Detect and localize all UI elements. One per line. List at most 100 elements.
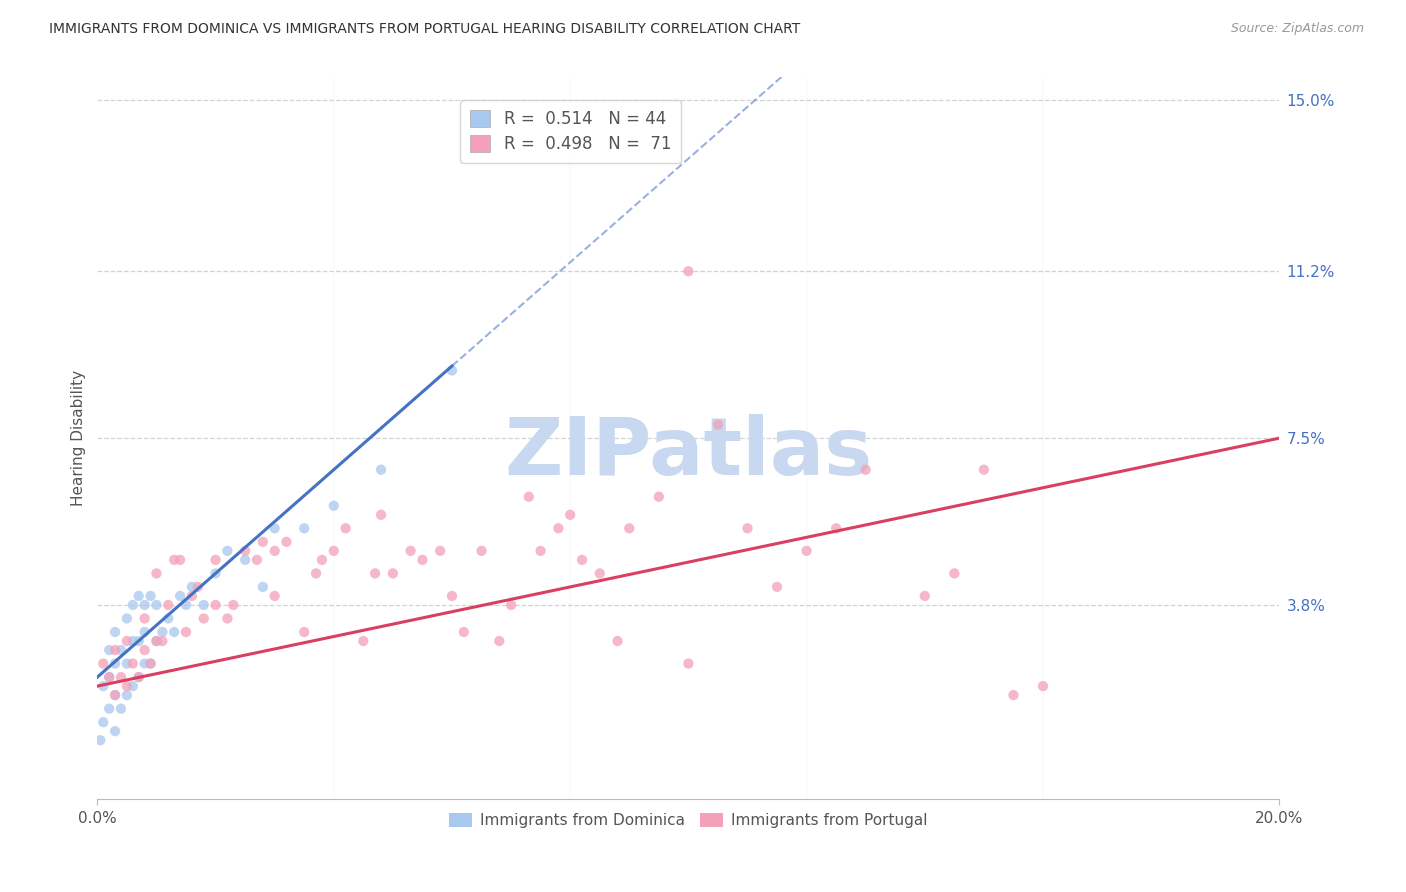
Point xyxy=(440,363,463,377)
Point xyxy=(335,521,357,535)
Point xyxy=(263,544,285,558)
Point xyxy=(217,611,239,625)
Point xyxy=(134,643,156,657)
Point xyxy=(180,580,202,594)
Point xyxy=(128,670,150,684)
Point xyxy=(134,657,156,671)
Point xyxy=(128,670,150,684)
Point xyxy=(517,490,540,504)
Point xyxy=(110,643,132,657)
Point xyxy=(110,701,132,715)
Point xyxy=(91,679,114,693)
Point xyxy=(292,625,315,640)
Point xyxy=(121,657,143,671)
Point xyxy=(322,544,344,558)
Point xyxy=(104,688,127,702)
Point xyxy=(606,634,628,648)
Point xyxy=(914,589,936,603)
Point xyxy=(263,521,285,535)
Point xyxy=(91,657,114,671)
Point xyxy=(222,598,245,612)
Point xyxy=(204,553,226,567)
Point xyxy=(150,634,173,648)
Point xyxy=(121,679,143,693)
Point xyxy=(429,544,451,558)
Point xyxy=(157,611,180,625)
Point xyxy=(139,657,162,671)
Point xyxy=(501,598,523,612)
Point xyxy=(547,521,569,535)
Point xyxy=(488,634,510,648)
Point xyxy=(470,544,492,558)
Point xyxy=(973,463,995,477)
Point xyxy=(707,417,730,432)
Point xyxy=(381,566,404,581)
Point xyxy=(145,634,167,648)
Point xyxy=(1032,679,1054,693)
Point xyxy=(252,534,274,549)
Point xyxy=(98,701,121,715)
Point xyxy=(440,589,463,603)
Point xyxy=(364,566,387,581)
Point xyxy=(115,611,138,625)
Point xyxy=(193,611,215,625)
Point xyxy=(1002,688,1025,702)
Point xyxy=(571,553,593,567)
Point xyxy=(678,264,700,278)
Point xyxy=(263,589,285,603)
Point xyxy=(204,566,226,581)
Point xyxy=(825,521,848,535)
Point xyxy=(796,544,818,558)
Point xyxy=(104,625,127,640)
Text: ZIPatlas: ZIPatlas xyxy=(505,414,873,491)
Point xyxy=(128,589,150,603)
Text: IMMIGRANTS FROM DOMINICA VS IMMIGRANTS FROM PORTUGAL HEARING DISABILITY CORRELAT: IMMIGRANTS FROM DOMINICA VS IMMIGRANTS F… xyxy=(49,22,800,37)
Point xyxy=(187,580,209,594)
Point xyxy=(322,499,344,513)
Point xyxy=(453,625,475,640)
Point xyxy=(145,634,167,648)
Point xyxy=(678,657,700,671)
Point xyxy=(311,553,333,567)
Point xyxy=(370,508,392,522)
Point xyxy=(157,598,180,612)
Point xyxy=(104,657,127,671)
Point xyxy=(110,670,132,684)
Point xyxy=(134,611,156,625)
Legend: Immigrants from Dominica, Immigrants from Portugal: Immigrants from Dominica, Immigrants fro… xyxy=(443,807,934,835)
Point xyxy=(134,625,156,640)
Point xyxy=(89,733,111,747)
Point xyxy=(399,544,422,558)
Point xyxy=(163,553,186,567)
Point xyxy=(91,715,114,730)
Point xyxy=(139,589,162,603)
Point xyxy=(104,724,127,739)
Point xyxy=(145,598,167,612)
Point xyxy=(169,553,191,567)
Point xyxy=(104,688,127,702)
Point xyxy=(766,580,789,594)
Point xyxy=(530,544,553,558)
Point xyxy=(174,625,197,640)
Point xyxy=(943,566,966,581)
Point xyxy=(233,544,256,558)
Point xyxy=(121,634,143,648)
Point xyxy=(411,553,433,567)
Text: Source: ZipAtlas.com: Source: ZipAtlas.com xyxy=(1230,22,1364,36)
Point xyxy=(589,566,612,581)
Point xyxy=(233,553,256,567)
Point xyxy=(98,670,121,684)
Point xyxy=(252,580,274,594)
Point xyxy=(292,521,315,535)
Point xyxy=(145,566,167,581)
Point xyxy=(648,490,671,504)
Point xyxy=(174,598,197,612)
Point xyxy=(139,657,162,671)
Point xyxy=(115,688,138,702)
Y-axis label: Hearing Disability: Hearing Disability xyxy=(72,370,86,506)
Point xyxy=(169,589,191,603)
Point xyxy=(121,598,143,612)
Point xyxy=(163,625,186,640)
Point xyxy=(115,634,138,648)
Point xyxy=(150,625,173,640)
